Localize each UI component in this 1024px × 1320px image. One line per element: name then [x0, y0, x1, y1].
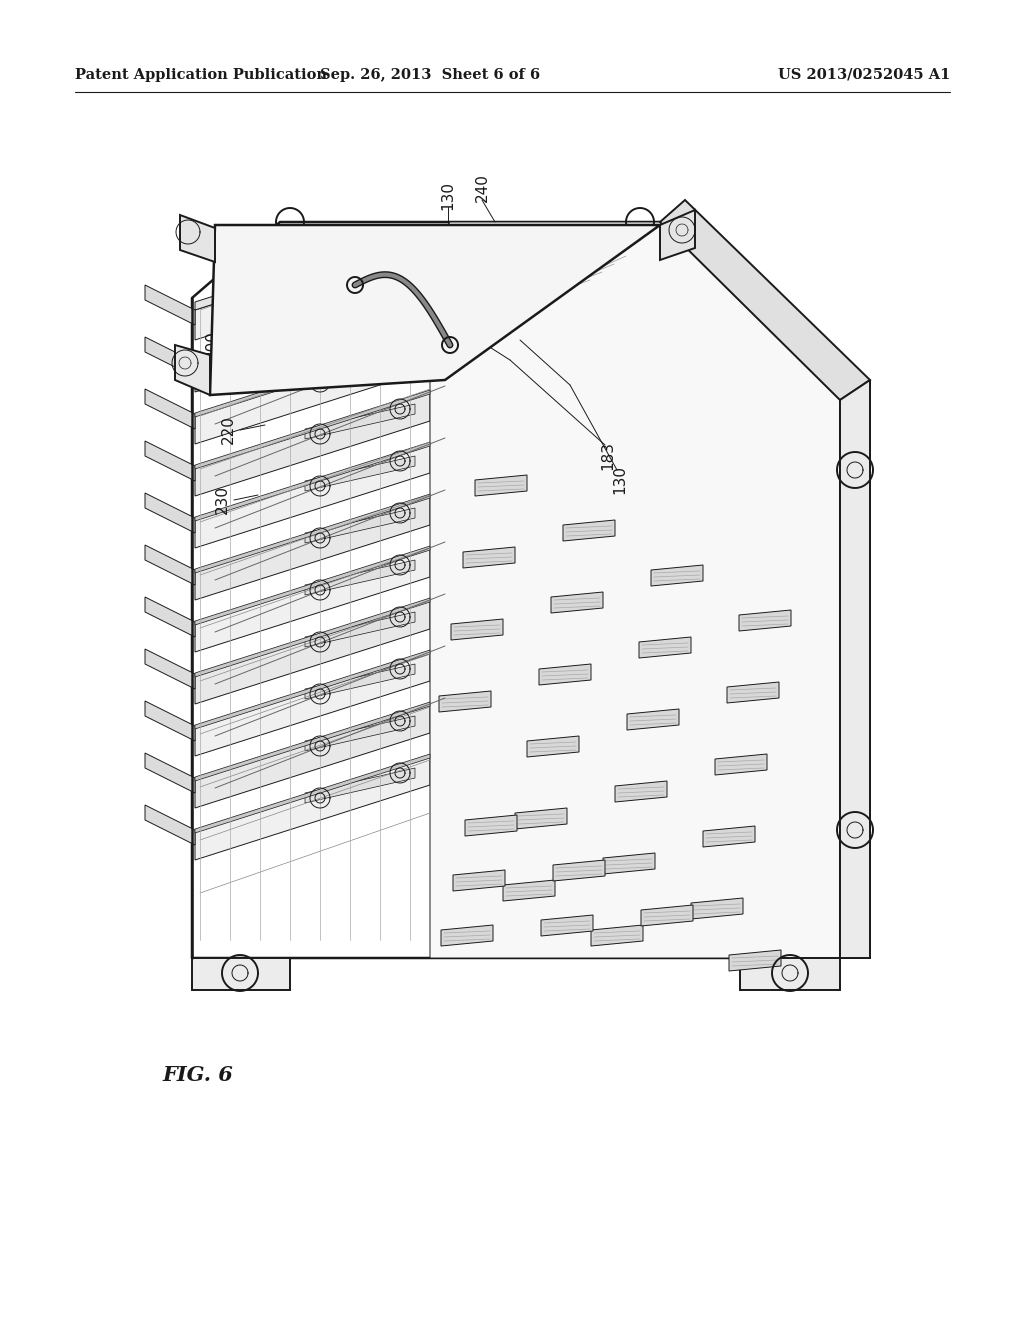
Polygon shape — [305, 560, 415, 595]
Polygon shape — [305, 300, 415, 335]
Polygon shape — [145, 752, 195, 793]
Polygon shape — [305, 455, 415, 491]
Polygon shape — [195, 286, 430, 366]
Polygon shape — [195, 754, 430, 833]
Polygon shape — [145, 805, 195, 845]
Polygon shape — [193, 958, 290, 990]
Polygon shape — [195, 651, 430, 756]
Polygon shape — [703, 826, 755, 847]
Polygon shape — [651, 565, 703, 586]
Polygon shape — [195, 702, 430, 781]
Polygon shape — [195, 494, 430, 573]
Polygon shape — [195, 227, 430, 310]
Polygon shape — [727, 682, 779, 704]
Text: US 2013/0252045 A1: US 2013/0252045 A1 — [777, 69, 950, 82]
Polygon shape — [195, 598, 430, 677]
Polygon shape — [195, 704, 430, 808]
Polygon shape — [145, 337, 195, 378]
Polygon shape — [195, 546, 430, 624]
Polygon shape — [660, 210, 695, 260]
Polygon shape — [145, 285, 195, 325]
Polygon shape — [541, 915, 593, 936]
Polygon shape — [527, 737, 579, 756]
Polygon shape — [439, 690, 490, 711]
Text: 220: 220 — [220, 416, 236, 445]
Polygon shape — [195, 338, 430, 417]
Text: FIG. 6: FIG. 6 — [162, 1065, 232, 1085]
Polygon shape — [195, 444, 430, 548]
Polygon shape — [145, 389, 195, 429]
Polygon shape — [210, 224, 660, 395]
Polygon shape — [180, 215, 215, 261]
Polygon shape — [305, 612, 415, 647]
Polygon shape — [145, 492, 195, 533]
Polygon shape — [740, 958, 840, 990]
Polygon shape — [305, 404, 415, 440]
Polygon shape — [451, 619, 503, 640]
Polygon shape — [515, 808, 567, 829]
Polygon shape — [145, 441, 195, 480]
Polygon shape — [729, 950, 781, 972]
Polygon shape — [840, 380, 870, 958]
Polygon shape — [563, 520, 615, 541]
Text: 183: 183 — [600, 441, 615, 470]
Text: 130: 130 — [440, 181, 456, 210]
Polygon shape — [195, 599, 430, 704]
Polygon shape — [739, 610, 791, 631]
Polygon shape — [840, 380, 870, 958]
Polygon shape — [305, 508, 415, 543]
Text: Sep. 26, 2013  Sheet 6 of 6: Sep. 26, 2013 Sheet 6 of 6 — [319, 69, 540, 82]
Polygon shape — [539, 664, 591, 685]
Polygon shape — [145, 649, 195, 689]
Polygon shape — [195, 339, 430, 444]
Polygon shape — [305, 352, 415, 387]
Polygon shape — [441, 925, 493, 946]
Polygon shape — [553, 861, 605, 880]
Polygon shape — [195, 495, 430, 601]
Polygon shape — [660, 201, 870, 400]
Polygon shape — [503, 880, 555, 902]
Polygon shape — [195, 755, 430, 861]
Polygon shape — [145, 701, 195, 741]
Polygon shape — [463, 546, 515, 568]
Polygon shape — [195, 391, 430, 496]
Text: 230: 230 — [214, 486, 229, 515]
Polygon shape — [175, 345, 210, 395]
Polygon shape — [430, 222, 840, 958]
Polygon shape — [145, 597, 195, 638]
Polygon shape — [641, 906, 693, 927]
Polygon shape — [305, 715, 415, 751]
Polygon shape — [603, 853, 655, 874]
Text: Patent Application Publication: Patent Application Publication — [75, 69, 327, 82]
Polygon shape — [195, 389, 430, 469]
Polygon shape — [195, 235, 430, 341]
Polygon shape — [195, 442, 430, 521]
Polygon shape — [639, 638, 691, 657]
Polygon shape — [145, 545, 195, 585]
Polygon shape — [691, 898, 743, 919]
Polygon shape — [465, 814, 517, 836]
Polygon shape — [715, 754, 767, 775]
Text: 240: 240 — [474, 173, 489, 202]
Polygon shape — [305, 768, 415, 803]
Polygon shape — [615, 781, 667, 803]
Text: 200: 200 — [205, 330, 219, 359]
Polygon shape — [627, 709, 679, 730]
Text: 130: 130 — [612, 466, 627, 495]
Polygon shape — [195, 546, 430, 652]
Polygon shape — [195, 649, 430, 729]
Polygon shape — [195, 286, 430, 392]
Polygon shape — [551, 591, 603, 612]
Polygon shape — [591, 925, 643, 946]
Polygon shape — [453, 870, 505, 891]
Polygon shape — [305, 664, 415, 700]
Polygon shape — [475, 475, 527, 496]
